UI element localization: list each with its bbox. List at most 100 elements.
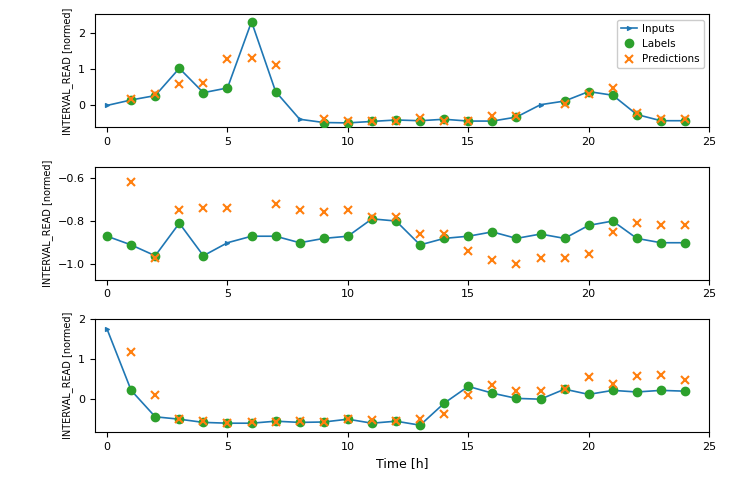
Predictions — [632, 373, 641, 379]
Labels — [295, 240, 304, 246]
Labels — [656, 118, 665, 123]
Labels — [560, 98, 569, 104]
Predictions — [271, 420, 280, 425]
Inputs — [295, 240, 304, 246]
Y-axis label: INTERVAL_READ [normed]: INTERVAL_READ [normed] — [61, 312, 72, 439]
Inputs — [271, 233, 280, 239]
Predictions — [512, 262, 520, 267]
Predictions — [608, 229, 617, 235]
Inputs — [656, 240, 665, 246]
Predictions — [344, 118, 352, 123]
Inputs — [560, 98, 569, 104]
Labels — [416, 118, 425, 123]
Predictions — [151, 392, 159, 398]
Y-axis label: INTERVAL_READ [normed]: INTERVAL_READ [normed] — [42, 159, 53, 287]
Inputs — [102, 233, 111, 239]
Predictions — [247, 420, 256, 425]
Labels — [464, 384, 473, 389]
Inputs — [392, 418, 401, 424]
Predictions — [319, 116, 328, 122]
Predictions — [223, 205, 232, 211]
Predictions — [608, 85, 617, 91]
Labels — [536, 231, 545, 237]
Labels — [295, 420, 304, 425]
Labels — [512, 236, 520, 241]
Line: Inputs: Inputs — [105, 217, 687, 258]
Inputs — [247, 233, 256, 239]
Labels — [656, 240, 665, 246]
X-axis label: Time [h]: Time [h] — [376, 457, 428, 470]
Inputs — [656, 118, 665, 123]
Inputs — [344, 416, 352, 422]
Labels — [512, 396, 520, 401]
Inputs — [368, 216, 376, 222]
Inputs — [560, 236, 569, 241]
Inputs — [608, 387, 617, 393]
Inputs — [223, 85, 232, 91]
Labels — [223, 85, 232, 91]
Inputs — [512, 396, 520, 401]
Labels — [247, 420, 256, 426]
Inputs — [319, 236, 328, 241]
Predictions — [440, 231, 449, 237]
Labels — [512, 114, 520, 120]
Labels — [536, 396, 545, 402]
Labels — [681, 118, 689, 123]
Inputs — [440, 236, 449, 241]
Labels — [464, 233, 473, 239]
Labels — [440, 400, 449, 406]
Predictions — [656, 223, 665, 228]
Inputs — [464, 384, 473, 389]
Inputs — [488, 118, 497, 124]
Predictions — [464, 249, 473, 254]
Inputs — [319, 419, 328, 425]
Labels — [344, 416, 352, 422]
Predictions — [584, 374, 593, 380]
Predictions — [464, 392, 473, 398]
Labels — [344, 233, 352, 239]
Inputs — [464, 118, 473, 124]
Predictions — [536, 255, 545, 261]
Line: Inputs: Inputs — [105, 327, 687, 427]
Predictions — [488, 113, 497, 119]
Inputs — [464, 233, 473, 239]
Inputs — [247, 420, 256, 426]
Inputs — [416, 242, 425, 248]
Labels — [126, 97, 135, 103]
Inputs — [512, 236, 520, 241]
Labels — [488, 390, 497, 396]
Labels — [392, 117, 401, 123]
Predictions — [392, 118, 401, 123]
Labels — [416, 422, 425, 428]
Labels — [440, 116, 449, 122]
Line: Labels: Labels — [103, 215, 689, 260]
Predictions — [126, 96, 135, 102]
Inputs — [632, 236, 641, 241]
Predictions — [416, 416, 425, 422]
Inputs — [247, 19, 256, 24]
Predictions — [126, 179, 135, 185]
Inputs — [175, 220, 183, 226]
Predictions — [368, 118, 376, 123]
Labels — [126, 387, 135, 393]
Labels — [464, 118, 473, 124]
Predictions — [632, 110, 641, 116]
Labels — [584, 223, 593, 228]
Inputs — [271, 89, 280, 95]
Inputs — [151, 253, 159, 259]
Labels — [681, 388, 689, 394]
Inputs — [199, 90, 208, 96]
Inputs — [536, 396, 545, 402]
Inputs — [488, 229, 497, 235]
Inputs — [102, 103, 111, 108]
Labels — [151, 253, 159, 259]
Inputs — [608, 92, 617, 98]
Inputs — [344, 233, 352, 239]
Inputs — [151, 93, 159, 98]
Predictions — [344, 416, 352, 422]
Line: Predictions: Predictions — [127, 54, 689, 125]
Inputs — [681, 388, 689, 394]
Predictions — [656, 116, 665, 122]
Inputs — [560, 386, 569, 392]
Predictions — [344, 207, 352, 213]
